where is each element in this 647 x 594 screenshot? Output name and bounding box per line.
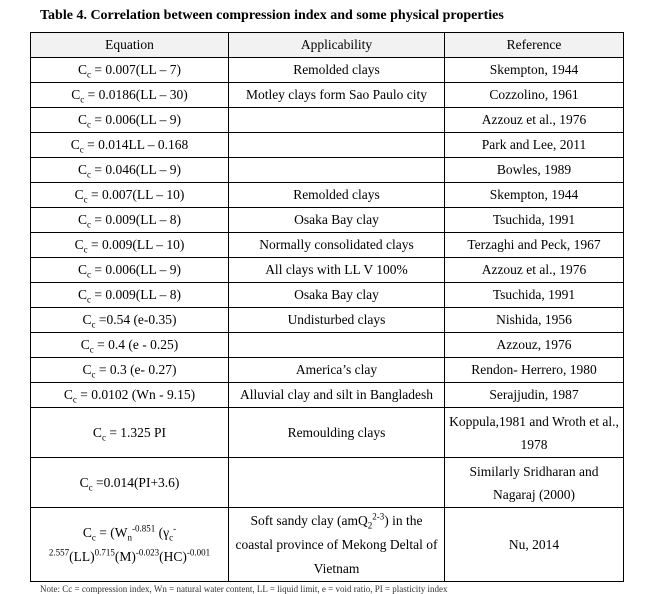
- equation-cell: Cc = 0.006(LL – 9): [30, 257, 229, 283]
- applicability-cell: Remolded clays: [228, 182, 445, 208]
- equation-cell: Cc = 0.006(LL – 9): [30, 107, 229, 133]
- table-row: Cc =0.54 (e-0.35) Undisturbed clays Nishid…: [30, 307, 624, 333]
- header-reference: Reference: [444, 32, 624, 58]
- header-applicability: Applicability: [228, 32, 445, 58]
- applicability-cell: [228, 332, 445, 358]
- reference-cell: Nu, 2014: [444, 507, 624, 582]
- table-row: Cc = 0.0186(LL – 30) Motley clays form Sa…: [30, 82, 624, 108]
- table-row: Cc = 0.3 (e- 0.27) America’s clay Rendon- …: [30, 357, 624, 383]
- table-row: Cc = 0.009(LL – 8) Osaka Bay clay Tsuchida…: [30, 282, 624, 308]
- table-row: Cc = 0.006(LL – 9) Azzouz et al., 1976: [30, 107, 624, 133]
- table-row: Cc = 0.009(LL – 8) Osaka Bay clay Tsuchida…: [30, 207, 624, 233]
- applicability-cell: Osaka Bay clay: [228, 207, 445, 233]
- equation-cell: Cc = 0.014LL – 0.168: [30, 132, 229, 158]
- applicability-cell: Alluvial clay and silt in Bangladesh: [228, 382, 445, 408]
- equation-cell: Cc = (Wn-0.851 (γc-2.557(LL)0.715(M)-0.0…: [30, 507, 229, 582]
- table-row: Cc = 0.007(LL – 7) Remolded clays Skempton…: [30, 57, 624, 83]
- equation-cell: Cc = 0.007(LL – 10): [30, 182, 229, 208]
- table-note: Note: Cc = compression index, Wn = natur…: [40, 584, 448, 594]
- applicability-cell: Remolded clays: [228, 57, 445, 83]
- reference-cell: Tsuchida, 1991: [444, 282, 624, 308]
- table-row-sridharan: Cc =0.014(PI+3.6) Similarly Sridharan an…: [30, 457, 624, 508]
- reference-cell: Skempton, 1944: [444, 57, 624, 83]
- equation-cell: Cc = 0.007(LL – 7): [30, 57, 229, 83]
- equation-cell: Cc =0.014(PI+3.6): [30, 457, 229, 508]
- table-row: Cc = 0.4 (e - 0.25) Azzouz, 1976: [30, 332, 624, 358]
- applicability-cell: America’s clay: [228, 357, 445, 383]
- equation-cell: Cc = 0.0102 (Wn - 9.15): [30, 382, 229, 408]
- reference-cell: Nishida, 1956: [444, 307, 624, 333]
- table-row: Cc = 0.014LL – 0.168 Park and Lee, 2011: [30, 132, 624, 158]
- applicability-cell: Osaka Bay clay: [228, 282, 445, 308]
- applicability-cell: Remoulding clays: [228, 407, 445, 458]
- table-row-koppula: Cc = 1.325 PI Remoulding clays Koppula,1…: [30, 407, 624, 458]
- reference-cell: Serajjudin, 1987: [444, 382, 624, 408]
- reference-cell: Park and Lee, 2011: [444, 132, 624, 158]
- equation-cell: Cc = 0.009(LL – 8): [30, 282, 229, 308]
- reference-cell: Cozzolino, 1961: [444, 82, 624, 108]
- reference-cell: Tsuchida, 1991: [444, 207, 624, 233]
- reference-cell: Terzaghi and Peck, 1967: [444, 232, 624, 258]
- applicability-cell: [228, 457, 445, 508]
- applicability-cell: [228, 107, 445, 133]
- applicability-cell: [228, 132, 445, 158]
- equation-cell: Cc = 0.0186(LL – 30): [30, 82, 229, 108]
- applicability-cell: Undisturbed clays: [228, 307, 445, 333]
- table-caption: Table 4. Correlation between compression…: [40, 8, 504, 23]
- table-row-nu: Cc = (Wn-0.851 (γc-2.557(LL)0.715(M)-0.0…: [30, 507, 624, 582]
- equation-cell: Cc = 0.046(LL – 9): [30, 157, 229, 183]
- table-row: Cc = 0.006(LL – 9) All clays with LL V 10…: [30, 257, 624, 283]
- equation-cell: Cc = 1.325 PI: [30, 407, 229, 458]
- table-row: Cc = 0.046(LL – 9) Bowles, 1989: [30, 157, 624, 183]
- reference-cell: Azzouz et al., 1976: [444, 257, 624, 283]
- reference-cell: Azzouz et al., 1976: [444, 107, 624, 133]
- equation-cell: Cc = 0.009(LL – 10): [30, 232, 229, 258]
- applicability-cell: Normally consolidated clays: [228, 232, 445, 258]
- table-row: Cc = 0.007(LL – 10) Remolded clays Skempto…: [30, 182, 624, 208]
- table-row: Cc = 0.0102 (Wn - 9.15) Alluvial clay and…: [30, 382, 624, 408]
- reference-cell: Skempton, 1944: [444, 182, 624, 208]
- equation-cell: Cc = 0.009(LL – 8): [30, 207, 229, 233]
- reference-cell: Similarly Sridharan and Nagaraj (2000): [444, 457, 624, 508]
- header-equation: Equation: [30, 32, 229, 58]
- reference-cell: Bowles, 1989: [444, 157, 624, 183]
- table-row: Cc = 0.009(LL – 10) Normally consolidated…: [30, 232, 624, 258]
- equation-cell: Cc =0.54 (e-0.35): [30, 307, 229, 333]
- applicability-cell: [228, 157, 445, 183]
- equation-cell: Cc = 0.4 (e - 0.25): [30, 332, 229, 358]
- correlation-table: Equation Applicability Reference Cc = 0.…: [30, 32, 624, 582]
- applicability-cell: Soft sandy clay (amQ22-3) in the coastal…: [228, 507, 445, 582]
- table-header-row: Equation Applicability Reference: [30, 32, 624, 58]
- applicability-cell: All clays with LL V 100%: [228, 257, 445, 283]
- applicability-cell: Motley clays form Sao Paulo city: [228, 82, 445, 108]
- reference-cell: Koppula,1981 and Wroth et al., 1978: [444, 407, 624, 458]
- reference-cell: Rendon- Herrero, 1980: [444, 357, 624, 383]
- equation-cell: Cc = 0.3 (e- 0.27): [30, 357, 229, 383]
- reference-cell: Azzouz, 1976: [444, 332, 624, 358]
